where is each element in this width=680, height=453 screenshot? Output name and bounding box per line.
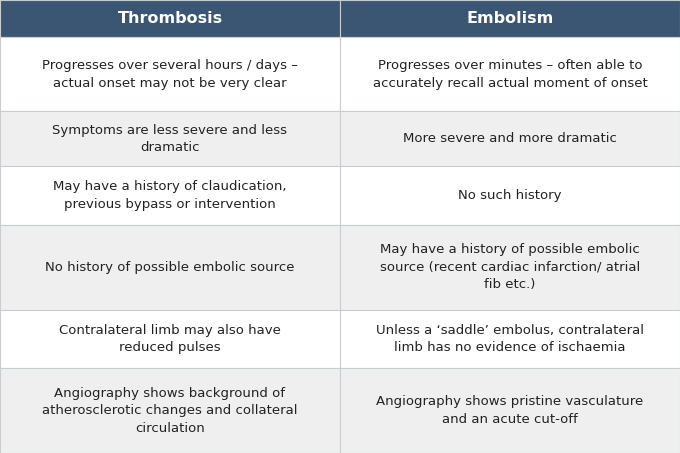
Text: Angiography shows pristine vasculature
and an acute cut-off: Angiography shows pristine vasculature a… <box>376 395 644 426</box>
Bar <box>0 111 340 166</box>
Text: More severe and more dramatic: More severe and more dramatic <box>403 132 617 145</box>
Text: No history of possible embolic source: No history of possible embolic source <box>46 260 294 274</box>
Bar <box>340 111 680 166</box>
Bar <box>340 166 680 225</box>
Bar <box>0 166 340 225</box>
Text: Unless a ‘saddle’ embolus, contralateral
limb has no evidence of ischaemia: Unless a ‘saddle’ embolus, contralateral… <box>376 323 644 354</box>
Bar <box>340 37 680 111</box>
Text: Contralateral limb may also have
reduced pulses: Contralateral limb may also have reduced… <box>59 323 281 354</box>
Text: Progresses over several hours / days –
actual onset may not be very clear: Progresses over several hours / days – a… <box>42 59 298 90</box>
Text: No such history: No such history <box>458 189 562 202</box>
Bar <box>0 225 340 310</box>
Bar <box>0 0 340 37</box>
Bar <box>340 0 680 37</box>
Bar <box>0 37 340 111</box>
Bar <box>0 368 340 453</box>
Text: Symptoms are less severe and less
dramatic: Symptoms are less severe and less dramat… <box>52 124 288 154</box>
Bar <box>340 310 680 368</box>
Bar <box>0 310 340 368</box>
Text: May have a history of possible embolic
source (recent cardiac infarction/ atrial: May have a history of possible embolic s… <box>380 243 640 291</box>
Text: Thrombosis: Thrombosis <box>118 11 222 26</box>
Bar <box>340 368 680 453</box>
Text: Progresses over minutes – often able to
accurately recall actual moment of onset: Progresses over minutes – often able to … <box>373 59 647 90</box>
Text: Angiography shows background of
atherosclerotic changes and collateral
circulati: Angiography shows background of atherosc… <box>42 386 298 434</box>
Text: Embolism: Embolism <box>466 11 554 26</box>
Bar <box>340 225 680 310</box>
Text: May have a history of claudication,
previous bypass or intervention: May have a history of claudication, prev… <box>53 180 287 211</box>
